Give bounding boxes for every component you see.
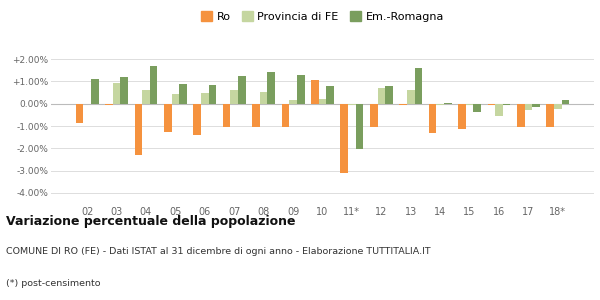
Bar <box>488 104 495 105</box>
Text: COMUNE DI RO (FE) - Dati ISTAT al 31 dicembre di ogni anno - Elaborazione TUTTIT: COMUNE DI RO (FE) - Dati ISTAT al 31 dic… <box>6 248 431 256</box>
Bar <box>495 104 503 116</box>
Bar <box>532 104 540 106</box>
Bar <box>134 104 142 155</box>
Bar <box>281 104 289 127</box>
Bar <box>311 80 319 104</box>
Legend: Ro, Provincia di FE, Em.-Romagna: Ro, Provincia di FE, Em.-Romagna <box>197 7 448 26</box>
Bar <box>179 84 187 104</box>
Text: (*) post-censimento: (*) post-censimento <box>6 279 101 288</box>
Bar <box>113 83 121 104</box>
Bar <box>356 104 364 149</box>
Bar <box>340 104 348 173</box>
Bar <box>105 104 113 105</box>
Bar <box>91 79 98 104</box>
Bar <box>223 104 230 127</box>
Bar <box>415 68 422 104</box>
Bar <box>436 104 444 105</box>
Bar <box>503 104 511 106</box>
Bar <box>142 90 150 104</box>
Bar <box>385 86 393 104</box>
Bar <box>399 104 407 105</box>
Bar <box>209 85 217 104</box>
Bar <box>201 93 209 104</box>
Bar <box>268 72 275 104</box>
Bar <box>289 100 297 104</box>
Bar <box>524 104 532 110</box>
Bar <box>466 104 473 105</box>
Bar <box>164 104 172 132</box>
Bar <box>252 104 260 127</box>
Bar <box>150 66 157 104</box>
Bar <box>517 104 524 127</box>
Bar <box>326 86 334 104</box>
Bar <box>76 104 83 123</box>
Bar <box>370 104 377 127</box>
Bar <box>458 104 466 129</box>
Bar <box>238 76 246 104</box>
Bar <box>547 104 554 127</box>
Bar <box>473 104 481 112</box>
Bar <box>554 104 562 109</box>
Bar <box>319 99 326 104</box>
Bar <box>297 75 305 104</box>
Bar <box>193 104 201 135</box>
Bar <box>230 90 238 104</box>
Bar <box>407 90 415 104</box>
Bar <box>172 94 179 104</box>
Bar <box>428 104 436 133</box>
Bar <box>260 92 268 104</box>
Text: Variazione percentuale della popolazione: Variazione percentuale della popolazione <box>6 214 296 227</box>
Bar <box>562 100 569 104</box>
Bar <box>121 77 128 104</box>
Bar <box>348 104 356 105</box>
Bar <box>444 103 452 104</box>
Bar <box>377 88 385 104</box>
